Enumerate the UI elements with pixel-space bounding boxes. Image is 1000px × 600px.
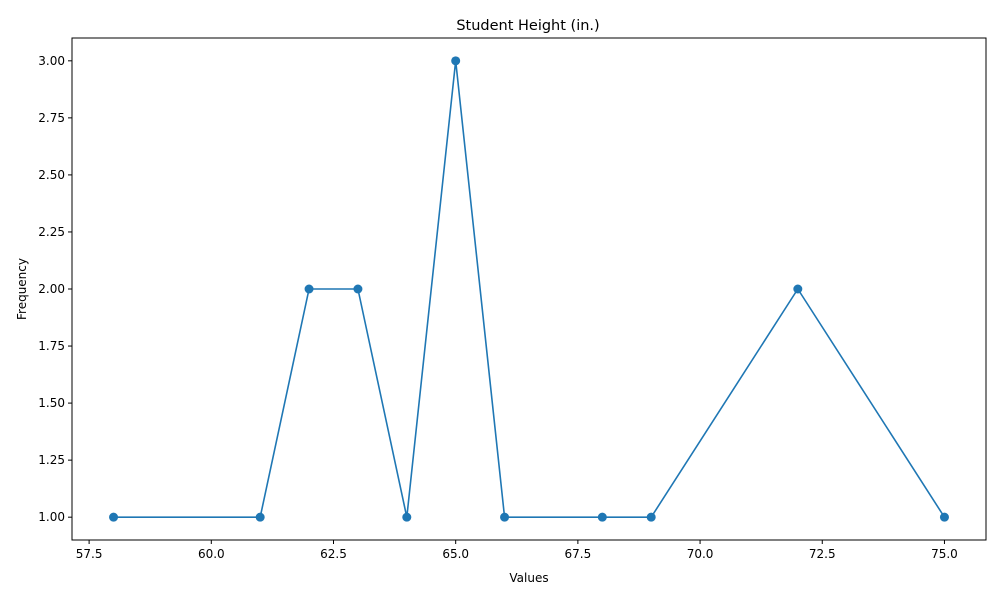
data-point: [402, 512, 412, 522]
data-point: [939, 512, 949, 522]
y-tick-label: 2.75: [38, 111, 65, 125]
data-point: [597, 512, 607, 522]
data-point: [109, 512, 119, 522]
x-tick-label: 67.5: [565, 547, 592, 561]
data-point: [646, 512, 656, 522]
y-tick-label: 1.25: [38, 453, 65, 467]
data-point: [353, 284, 363, 294]
y-tick-label: 2.50: [38, 168, 65, 182]
series-line: [113, 60, 946, 518]
y-axis-label: Frequency: [15, 258, 29, 320]
y-tick-label: 1.75: [38, 339, 65, 353]
y-tick-label: 2.00: [38, 282, 65, 296]
x-tick-label: 62.5: [320, 547, 347, 561]
data-point: [451, 56, 461, 66]
y-tick-label: 3.00: [38, 54, 65, 68]
x-axis-label: Values: [509, 571, 548, 585]
data-point: [255, 512, 265, 522]
y-tick-label: 2.25: [38, 225, 65, 239]
data-point: [500, 512, 510, 522]
y-tick-label: 1.50: [38, 396, 65, 410]
x-tick-label: 65.0: [442, 547, 469, 561]
data-point: [793, 284, 803, 294]
x-tick-label: 60.0: [198, 547, 225, 561]
x-tick-label: 75.0: [931, 547, 958, 561]
y-axis-ticks: 1.00 1.25 1.50 1.75 2.00 2.25 2.50 2.75 3.00: [38, 54, 72, 524]
x-tick-label: 72.5: [809, 547, 836, 561]
series-group: [109, 56, 949, 522]
plot-frame: [71, 37, 987, 541]
chart-title: Student Height (in.): [456, 18, 599, 34]
x-axis-ticks: 57.5 60.0 62.5 65.0 67.5 70.0 72.5 75.0: [76, 540, 958, 561]
data-point: [304, 284, 314, 294]
x-tick-label: 70.0: [687, 547, 714, 561]
x-tick-label: 57.5: [76, 547, 103, 561]
y-tick-label: 1.00: [38, 510, 65, 524]
